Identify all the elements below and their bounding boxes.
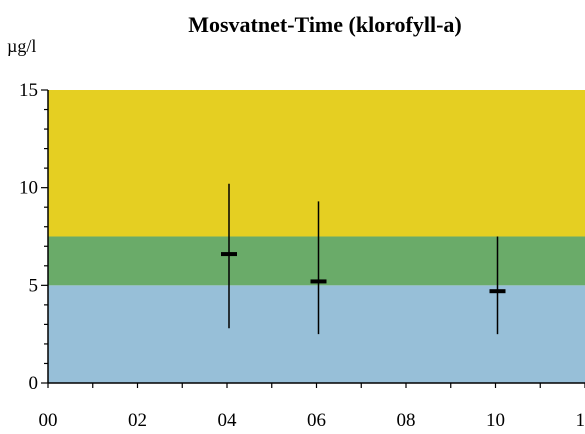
y-tick-label-0: 0: [29, 373, 39, 394]
x-tick-label-5: 10: [486, 410, 505, 431]
plot-area: 0 5 10 15 00 02 04 06 08 10 12: [19, 80, 585, 431]
y-unit-label: µg/l: [7, 36, 36, 56]
band-0: [48, 285, 585, 383]
y-tick-label-1: 5: [29, 275, 39, 296]
band-1: [48, 236, 585, 286]
x-tick-label-3: 06: [307, 410, 326, 431]
x-tick-label-2: 04: [218, 410, 238, 431]
x-tick-label-6: 12: [576, 410, 585, 431]
chart-title: Mosvatnet-Time (klorofyll-a): [188, 12, 462, 37]
y-tick-label-2: 10: [19, 178, 38, 199]
band-2: [48, 90, 585, 237]
x-tick-label-4: 08: [397, 410, 416, 431]
x-tick-label-1: 02: [128, 410, 147, 431]
y-tick-label-3: 15: [19, 80, 38, 101]
x-tick-label-0: 00: [39, 410, 58, 431]
